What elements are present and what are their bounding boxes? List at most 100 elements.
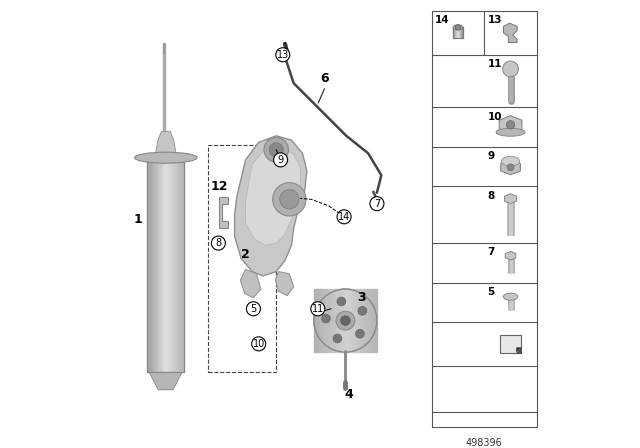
Circle shape	[506, 121, 515, 129]
Bar	[509, 92, 512, 95]
Circle shape	[336, 311, 355, 330]
Polygon shape	[235, 136, 307, 276]
Circle shape	[273, 153, 287, 167]
Circle shape	[370, 197, 384, 211]
Polygon shape	[275, 271, 294, 296]
Circle shape	[333, 334, 342, 343]
Bar	[208, 145, 276, 372]
Bar	[352, 289, 355, 352]
Bar	[453, 27, 463, 39]
Bar	[167, 162, 168, 372]
Text: 8: 8	[215, 238, 221, 248]
Circle shape	[337, 210, 351, 224]
Bar	[162, 162, 163, 372]
Bar	[183, 162, 184, 372]
Circle shape	[273, 183, 306, 216]
Text: 7: 7	[374, 198, 380, 209]
Bar	[509, 77, 512, 80]
Text: 4: 4	[344, 388, 353, 401]
Bar	[182, 162, 183, 372]
Circle shape	[358, 306, 367, 315]
Bar	[330, 289, 333, 352]
Bar	[154, 162, 156, 372]
Text: 13: 13	[276, 50, 289, 60]
Circle shape	[455, 25, 461, 30]
Bar	[367, 289, 371, 352]
Bar	[457, 27, 458, 39]
Bar	[358, 289, 361, 352]
Text: 11: 11	[487, 59, 502, 69]
Bar	[500, 335, 522, 353]
Circle shape	[252, 337, 266, 351]
Text: 3: 3	[357, 291, 366, 304]
Bar	[314, 289, 317, 352]
Polygon shape	[500, 160, 520, 175]
Polygon shape	[240, 269, 261, 298]
Polygon shape	[149, 372, 182, 390]
Bar	[509, 86, 512, 89]
Text: 2: 2	[241, 248, 250, 261]
Bar	[153, 162, 154, 372]
Bar	[346, 289, 349, 352]
Bar	[175, 162, 177, 372]
Bar	[179, 162, 180, 372]
Circle shape	[507, 164, 514, 171]
Bar	[432, 11, 537, 427]
Bar	[320, 289, 323, 352]
Bar	[455, 27, 456, 39]
Text: 6: 6	[320, 72, 329, 85]
Circle shape	[314, 289, 377, 352]
Bar	[317, 289, 320, 352]
Bar	[453, 27, 454, 39]
Text: 498396: 498396	[466, 438, 502, 448]
Text: 14: 14	[435, 15, 449, 26]
Bar	[147, 162, 148, 372]
Polygon shape	[504, 23, 517, 43]
Bar	[157, 162, 158, 372]
Bar	[173, 162, 174, 372]
Bar	[460, 27, 461, 39]
Bar	[156, 162, 157, 372]
Bar	[166, 162, 167, 372]
Bar	[336, 289, 339, 352]
Bar	[349, 289, 352, 352]
Text: 14: 14	[338, 212, 350, 222]
Bar	[509, 89, 512, 92]
Bar	[172, 162, 173, 372]
Text: 10: 10	[487, 112, 502, 122]
Polygon shape	[516, 347, 522, 353]
Bar	[170, 162, 171, 372]
Circle shape	[264, 138, 289, 162]
Polygon shape	[516, 347, 522, 353]
Ellipse shape	[134, 152, 197, 163]
Bar	[509, 98, 512, 101]
Bar	[164, 162, 166, 372]
Text: 7: 7	[487, 247, 495, 258]
Polygon shape	[505, 251, 516, 260]
Text: 10: 10	[253, 339, 265, 349]
Text: 8: 8	[487, 190, 495, 201]
Ellipse shape	[496, 128, 525, 136]
Circle shape	[311, 302, 325, 316]
Polygon shape	[499, 116, 522, 134]
Circle shape	[340, 316, 350, 325]
Ellipse shape	[453, 25, 463, 30]
Bar	[174, 162, 175, 372]
Bar	[168, 162, 170, 372]
Bar	[374, 289, 377, 352]
Bar	[461, 27, 462, 39]
Text: 12: 12	[211, 180, 228, 193]
Polygon shape	[155, 131, 177, 158]
Circle shape	[211, 236, 225, 250]
Bar	[323, 289, 326, 352]
Bar	[333, 289, 336, 352]
Bar	[509, 80, 512, 83]
Bar	[458, 27, 459, 39]
Circle shape	[246, 302, 260, 316]
Bar	[150, 162, 152, 372]
Circle shape	[321, 314, 330, 323]
Bar	[355, 289, 358, 352]
Text: 9: 9	[278, 155, 284, 165]
Bar	[148, 162, 150, 372]
Text: 5: 5	[487, 287, 495, 297]
